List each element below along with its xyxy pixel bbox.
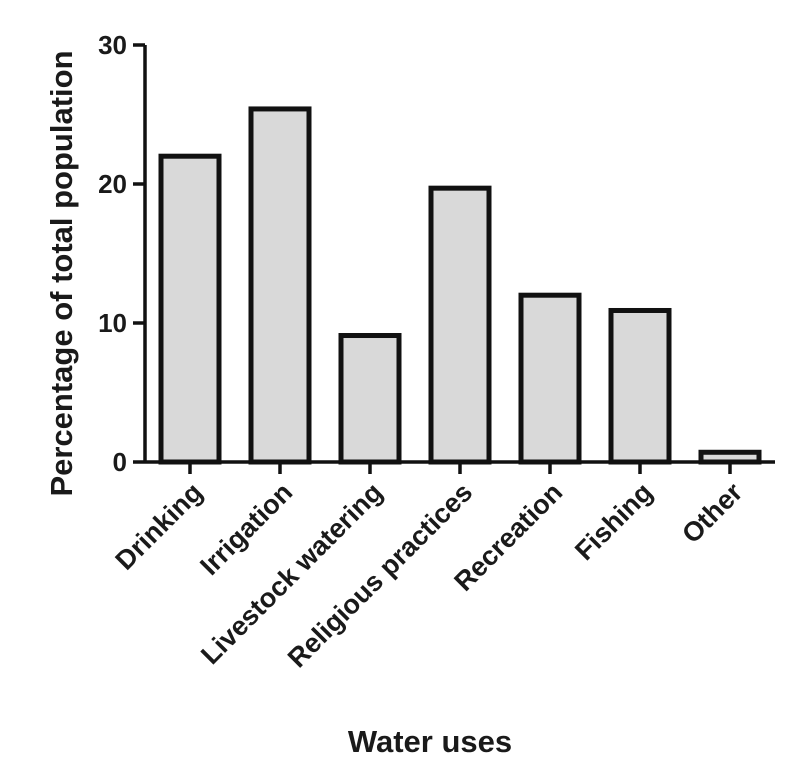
bar-irrigation <box>248 106 312 465</box>
bar-recreation <box>518 292 582 465</box>
bar-livestock-watering <box>338 333 402 465</box>
y-tick-label: 20 <box>98 169 127 199</box>
y-axis-title: Percentage of total population <box>44 50 79 496</box>
bar-other <box>698 449 762 465</box>
x-axis-title: Water uses <box>348 724 512 759</box>
bars <box>158 106 762 465</box>
y-tick-label: 30 <box>98 30 127 60</box>
y-tick-label: 0 <box>113 447 127 477</box>
bar-religious-practices <box>428 185 492 465</box>
x-category-label: Drinking <box>110 477 209 576</box>
x-category-label: Other <box>676 477 748 549</box>
bar-drinking <box>158 153 222 465</box>
y-tick-label: 10 <box>98 308 127 338</box>
bar-fishing <box>608 307 672 465</box>
x-category-label: Fishing <box>569 477 658 566</box>
